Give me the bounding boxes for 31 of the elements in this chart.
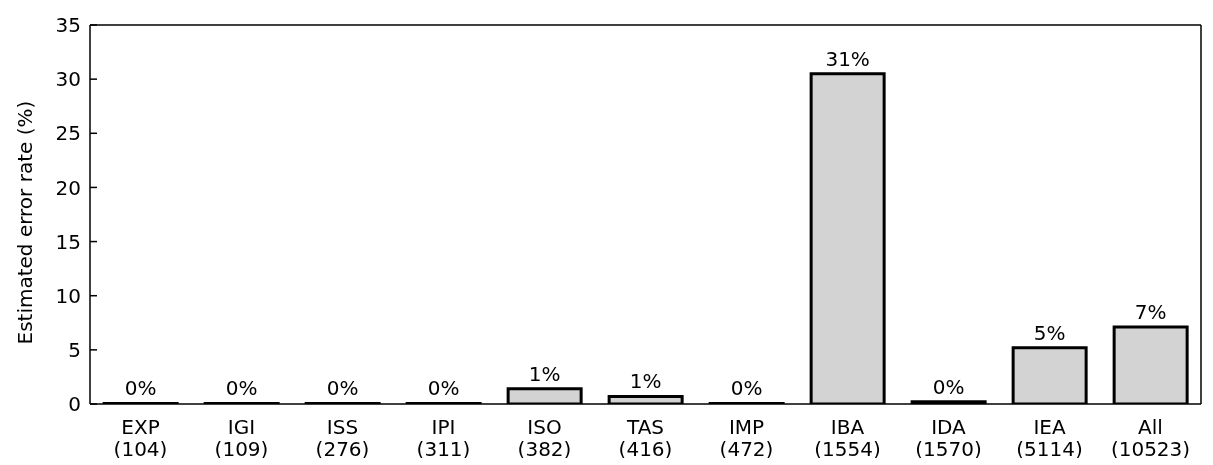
y-tick-label: 5	[68, 337, 81, 362]
y-tick-label: 20	[55, 175, 81, 200]
data-label: 1%	[528, 361, 561, 386]
x-tick-label: IGI (109)	[214, 415, 269, 461]
data-label: 0%	[124, 376, 157, 401]
x-tick-label: IPI (311)	[416, 415, 471, 461]
x-tick-label: IBA (1554)	[814, 415, 881, 461]
data-label: 1%	[629, 369, 662, 394]
data-label: 0%	[427, 376, 460, 401]
data-label: 0%	[225, 376, 258, 401]
x-tick-label: TAS (416)	[618, 415, 673, 461]
data-label: 5%	[1033, 320, 1066, 345]
x-tick-label: IEA (5114)	[1016, 415, 1083, 461]
y-tick-label: 25	[55, 121, 81, 146]
x-tick-label: ISO (382)	[517, 415, 572, 461]
x-tick-label: ISS (276)	[315, 415, 370, 461]
y-tick-label: 35	[55, 13, 81, 38]
x-tick-label: EXP (104)	[113, 415, 168, 461]
data-label: 0%	[730, 376, 763, 401]
y-tick-label: 15	[55, 229, 81, 254]
y-tick-label: 0	[68, 392, 81, 417]
data-label: 0%	[932, 374, 965, 399]
data-label: 31%	[825, 46, 870, 71]
y-tick-label: 10	[55, 283, 81, 308]
data-label: 7%	[1134, 300, 1167, 325]
y-tick-label: 30	[55, 67, 81, 92]
x-tick-label: All (10523)	[1110, 415, 1191, 461]
x-tick-label: IMP (472)	[719, 415, 774, 461]
data-label: 0%	[326, 376, 359, 401]
x-tick-label: IDA (1570)	[915, 415, 982, 461]
y-axis-title: Estimated error rate (%)	[13, 100, 38, 345]
